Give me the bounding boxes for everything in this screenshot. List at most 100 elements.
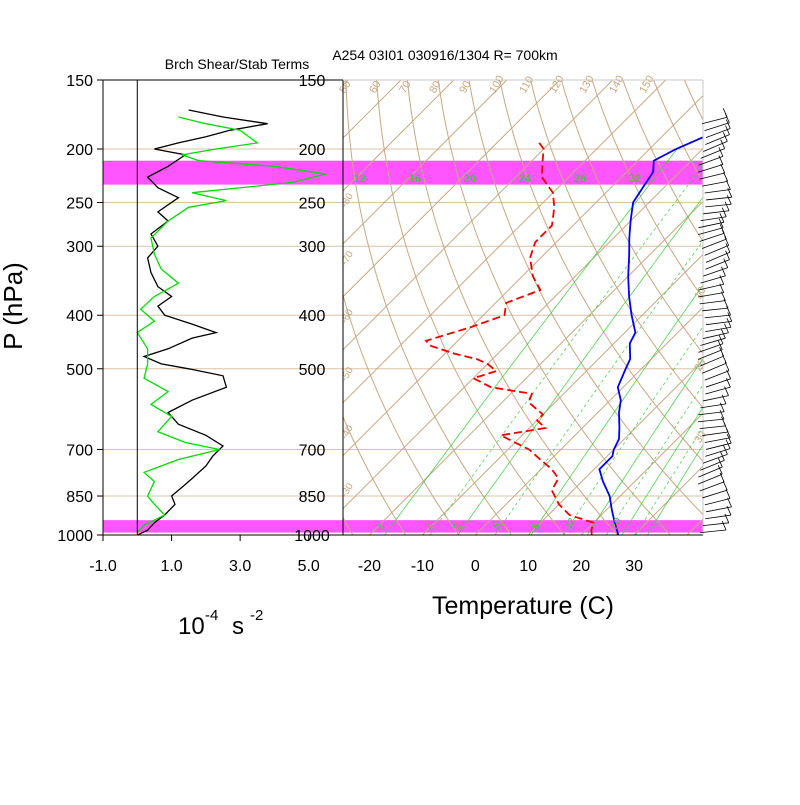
skew-t-dry-adiabats [143, 80, 800, 535]
x-tick-label: -1.0 [89, 558, 117, 575]
wind-barb [702, 172, 728, 186]
theta-label: 130 [577, 74, 597, 96]
wind-barb-shaft [703, 523, 729, 526]
wind-barb-flag [722, 230, 726, 239]
wind-barb-flag [725, 362, 729, 371]
wind-barb-flag [727, 318, 731, 327]
left-panel-highlight-bands [103, 161, 343, 533]
theta-label: 140 [607, 74, 627, 96]
unit-exponent: -4 [205, 607, 218, 624]
wind-barb-shaft [700, 460, 724, 470]
mixing-ratio-top-label: 32 [629, 173, 641, 185]
right-isotherm-label: 30 [692, 429, 709, 446]
wind-barb-flag [724, 299, 728, 308]
highlight-band [103, 161, 343, 185]
isotherm [581, 80, 800, 535]
mixing-ratio-top-label: 16 [409, 173, 421, 185]
left-x-unit-label: 10 -4 s -2 [178, 607, 263, 640]
right-isotherm-label: 10 [692, 285, 709, 302]
wind-barb [703, 202, 729, 214]
y-tick-label: 400 [66, 308, 93, 325]
x-tick-label: -20 [358, 558, 381, 575]
isotherm-label: -80 [339, 191, 356, 209]
dry-adiabat [143, 80, 194, 535]
wind-barb-flag [726, 251, 730, 260]
wind-barb [705, 440, 730, 457]
wind-barb-flag [724, 259, 728, 268]
x-tick-label: 0 [471, 558, 480, 575]
dry-adiabat [216, 80, 300, 535]
wind-barb-shaft [705, 371, 729, 380]
pressure-axis-label: P (hPa) [0, 262, 28, 350]
theta-label: 60 [367, 79, 384, 96]
y-tick-label: 200 [66, 142, 93, 159]
unit-exponent-2: -2 [250, 607, 263, 624]
theta-label: 100 [487, 74, 507, 96]
wind-barb [700, 521, 726, 533]
y-tick-label: 850 [299, 489, 326, 506]
wind-barb [706, 312, 732, 324]
mixing-ratio-line [647, 149, 800, 535]
isotherm [740, 80, 800, 535]
mixing-ratio-top-label: 20 [464, 173, 476, 185]
left-panel-title: Brch Shear/Stab Terms [165, 56, 309, 72]
wind-barb-shaft [705, 189, 731, 193]
y-tick-label: 500 [66, 362, 93, 379]
wind-barb-shaft [703, 211, 729, 214]
x-tick-label: 30 [625, 558, 643, 575]
y-tick-label: 150 [66, 73, 93, 90]
mixing-ratio-line [531, 149, 800, 535]
y-tick-label: 300 [66, 239, 93, 256]
isotherm [528, 80, 800, 535]
y-tick-label: 700 [66, 442, 93, 459]
x-tick-label: 5.0 [298, 558, 320, 575]
wind-barb-flag [725, 202, 729, 211]
x-tick-label: 1.0 [160, 558, 182, 575]
mixing-ratio-line [430, 149, 716, 535]
y-tick-label: 850 [66, 489, 93, 506]
wind-barb-flag [724, 172, 728, 181]
wind-barb-shaft [702, 490, 727, 498]
unit-base: 10 [178, 613, 205, 640]
wind-barb-shaft [700, 426, 726, 429]
wind-barb-shaft [706, 321, 732, 324]
unit-seconds: s [232, 613, 244, 640]
x-tick-label: 20 [572, 558, 590, 575]
wind-barb [701, 140, 725, 159]
wind-barb [702, 108, 727, 123]
wind-barb-shaft [702, 308, 728, 311]
y-tick-label: 400 [299, 308, 326, 325]
isotherm-label: -70 [339, 249, 356, 267]
wind-barb-flag [726, 489, 730, 498]
wind-barb [705, 195, 731, 207]
wind-barb [705, 180, 731, 193]
isotherm-label: -30 [339, 481, 356, 499]
skew-t-highlight-bands [343, 161, 703, 533]
isotherm [0, 80, 401, 535]
isotherm [0, 80, 348, 535]
wind-barb-shaft [702, 239, 726, 248]
wind-barb [700, 329, 725, 345]
right-panel-title: A254 03I01 030916/1304 R= 700km [332, 47, 557, 63]
wind-barb-shaft [705, 315, 731, 318]
theta-label: 50 [337, 79, 354, 96]
isotherm [475, 80, 800, 535]
isotherm-label: -50 [339, 365, 356, 383]
wind-barb-flag [728, 498, 732, 507]
isotherm-label: -40 [339, 423, 356, 441]
y-tick-label: 1000 [57, 528, 93, 545]
wind-barb [706, 498, 732, 512]
y-tick-label: 250 [299, 196, 326, 213]
wind-barb-shaft [702, 117, 727, 123]
wind-barb-shaft [698, 228, 723, 235]
wind-barb-shaft [700, 530, 726, 533]
dry-adiabat [438, 80, 670, 535]
x-tick-label: -10 [411, 558, 434, 575]
wind-barb [702, 481, 727, 498]
theta-label: 120 [547, 74, 567, 96]
mixing-ratio-top-label: 12 [354, 173, 366, 185]
wind-barb-shaft [702, 181, 728, 186]
